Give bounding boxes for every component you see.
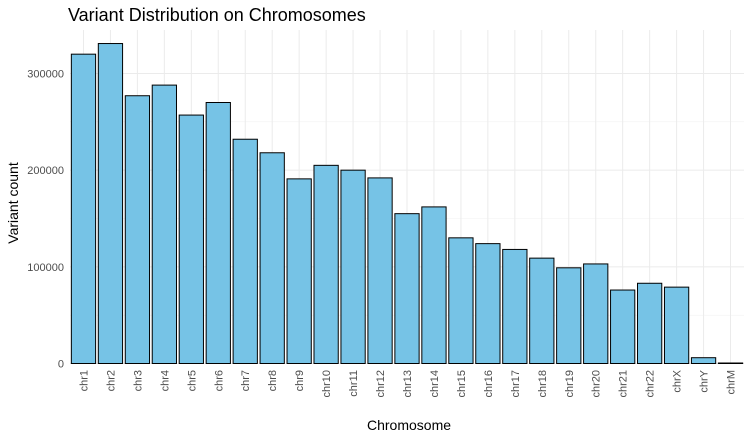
x-tick-label: chr1: [78, 370, 90, 391]
x-tick-label: chr14: [429, 370, 441, 398]
x-tick-label: chr4: [159, 370, 171, 391]
bar-chr19: [556, 267, 582, 364]
x-tick-label: chr16: [483, 370, 495, 398]
bar-chr18: [529, 257, 555, 364]
bar-chr15: [448, 237, 474, 364]
bar-chr12: [367, 177, 393, 364]
bar-chrX: [663, 286, 690, 364]
x-tick-label: chr13: [402, 370, 414, 398]
x-tick-label: chr2: [105, 370, 117, 391]
x-tick-label: chr3: [132, 370, 144, 391]
x-axis-ticks: chr1 chr2 chr3 chr4 chr5 chr6 chr7 chr8 chr9 chr1…: [78, 369, 737, 397]
x-tick-label: chr7: [240, 370, 252, 391]
x-tick-label: chr6: [213, 370, 225, 391]
x-tick-label: chr21: [618, 370, 630, 398]
bar-chr6: [205, 102, 231, 364]
bar-chr16: [475, 243, 501, 364]
bar-chr13: [394, 213, 420, 364]
x-tick-label: chr22: [645, 370, 657, 398]
bar-chr17: [502, 248, 528, 364]
x-tick-label: chr15: [456, 370, 468, 398]
bar-chr3: [124, 95, 151, 364]
chart-title: Variant Distribution on Chromosomes: [68, 5, 366, 25]
bar-chr10: [313, 164, 339, 364]
bar-chrM: [717, 362, 744, 364]
bar-chr9: [286, 178, 312, 364]
bar-chr7: [232, 138, 258, 364]
y-tick-label: 0: [58, 359, 64, 371]
y-tick-label: 100000: [27, 262, 64, 274]
x-tick-label: chr10: [321, 370, 333, 398]
bar-chrY: [690, 357, 717, 365]
bar-chr20: [583, 263, 609, 364]
y-tick-label: 300000: [27, 69, 64, 81]
x-tick-label: chr5: [186, 370, 198, 391]
bar-chr5: [178, 114, 204, 364]
x-tick-label: chr11: [348, 370, 360, 397]
x-axis-title: Chromosome: [367, 417, 451, 433]
x-tick-label: chr17: [510, 370, 522, 398]
y-axis-title: Variant count: [5, 162, 21, 244]
bar-chr14: [421, 206, 447, 364]
y-axis-ticks: 0 100000 200000 300000: [27, 69, 64, 371]
bars: [70, 43, 744, 365]
x-tick-label: chr20: [591, 370, 603, 398]
x-tick-label: chrY: [699, 369, 711, 392]
x-tick-label: chrX: [672, 369, 684, 392]
bar-chr22: [637, 282, 663, 364]
x-tick-label: chr12: [375, 370, 387, 398]
bar-chr1: [70, 53, 97, 365]
bar-chr4: [151, 84, 177, 364]
bar-chr8: [259, 152, 285, 364]
x-tick-label: chr8: [267, 370, 279, 391]
x-tick-label: chr9: [294, 370, 306, 391]
y-tick-label: 200000: [27, 165, 64, 177]
x-tick-label: chr19: [564, 370, 576, 398]
bar-chr2: [97, 43, 124, 365]
bar-chr11: [340, 169, 366, 364]
bar-chr21: [610, 289, 636, 364]
x-tick-label: chrM: [726, 370, 738, 394]
x-tick-label: chr18: [537, 370, 549, 398]
